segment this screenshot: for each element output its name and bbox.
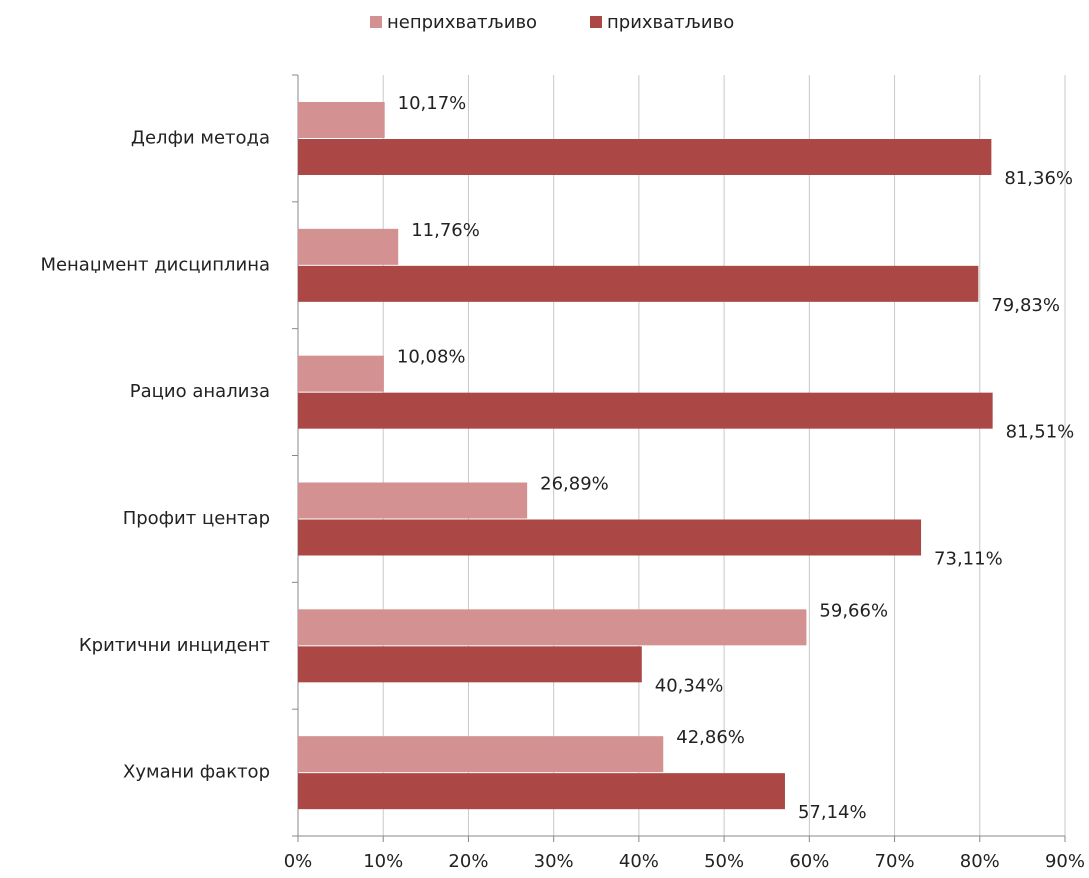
bar	[298, 355, 384, 392]
value-label: 81,51%	[1006, 422, 1075, 443]
x-tick-label: 80%	[960, 851, 1000, 872]
legend-label: прихватљиво	[607, 12, 734, 33]
category-label: Хумани фактор	[123, 762, 270, 783]
x-tick-label: 40%	[619, 851, 659, 872]
value-label: 26,89%	[540, 474, 609, 495]
value-label: 79,83%	[991, 295, 1060, 316]
legend-swatch	[370, 16, 382, 28]
x-tick-label: 90%	[1045, 851, 1085, 872]
bar	[298, 392, 993, 429]
value-label: 59,66%	[819, 600, 888, 621]
bar	[298, 519, 922, 556]
bar	[298, 102, 385, 138]
value-label: 73,11%	[934, 549, 1003, 570]
category-label: Делфи метода	[131, 127, 270, 148]
bar	[298, 265, 979, 302]
bar	[298, 228, 399, 265]
bar	[298, 139, 992, 175]
category-label: Профит центар	[123, 508, 270, 529]
bar	[298, 736, 664, 773]
value-label: 81,36%	[1004, 168, 1073, 189]
value-label: 40,34%	[655, 675, 724, 696]
bar	[298, 773, 785, 810]
x-tick-label: 10%	[363, 851, 403, 872]
category-label: Критични инцидент	[79, 635, 270, 656]
x-tick-label: 70%	[875, 851, 915, 872]
legend-swatch	[590, 16, 602, 28]
x-tick-label: 0%	[284, 851, 313, 872]
x-tick-label: 50%	[704, 851, 744, 872]
value-label: 42,86%	[676, 727, 745, 748]
value-label: 11,76%	[411, 220, 480, 241]
value-label: 57,14%	[798, 802, 867, 823]
value-label: 10,08%	[397, 347, 466, 368]
x-tick-label: 30%	[534, 851, 574, 872]
category-label: Менаџмент дисциплина	[40, 254, 270, 275]
category-label: Рацио анализа	[130, 381, 270, 402]
value-label: 10,17%	[398, 93, 467, 114]
legend-label: неприхватљиво	[387, 12, 537, 33]
bar	[298, 482, 528, 519]
bar	[298, 646, 642, 683]
x-tick-label: 20%	[448, 851, 488, 872]
x-tick-label: 60%	[789, 851, 829, 872]
bar	[298, 609, 807, 646]
